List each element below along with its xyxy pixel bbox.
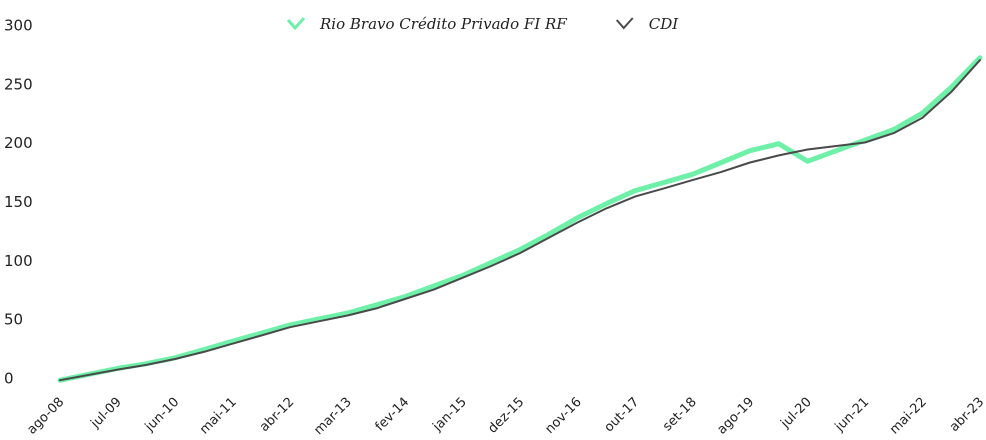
y-tick-label: 100: [4, 252, 33, 270]
x-tick-label: mai-11: [197, 395, 240, 438]
y-tick-label: 300: [4, 17, 33, 35]
x-tick-label: nov-16: [543, 395, 585, 437]
x-tick-label: jun-10: [142, 395, 183, 436]
x-tick-label: out-17: [602, 395, 643, 436]
line: [59, 59, 981, 382]
legend-label: CDI: [649, 15, 680, 33]
y-tick-label: 50: [4, 311, 23, 329]
x-tick-label: abr-23: [947, 395, 986, 435]
x-tick-label: jul-20: [778, 395, 815, 432]
x-tick-label: set-18: [660, 395, 700, 435]
legend-marker: [286, 16, 306, 31]
x-tick-label: fev-14: [373, 395, 413, 435]
x-tick-label: mai-22: [887, 395, 930, 438]
legend-label: Rio Bravo Crédito Privado FI RF: [319, 15, 567, 33]
x-tick-label: abr-12: [257, 395, 297, 435]
y-tick-label: 250: [4, 75, 33, 93]
x-tick-label: dez-15: [485, 395, 527, 437]
x-tick-label: ago-08: [24, 395, 67, 438]
x-tick-label: jun-21: [832, 395, 873, 436]
y-tick-label: 150: [4, 193, 33, 211]
x-tick-label: jul-09: [88, 395, 125, 432]
y-tick-label: 0: [4, 370, 14, 388]
line: [57, 55, 983, 383]
x-tick-label: jan-15: [429, 395, 469, 435]
legend-marker: [615, 17, 634, 30]
x-tick-label: ago-19: [714, 395, 757, 438]
y-tick-label: 200: [4, 134, 33, 152]
x-tick-label: mar-13: [311, 395, 354, 438]
